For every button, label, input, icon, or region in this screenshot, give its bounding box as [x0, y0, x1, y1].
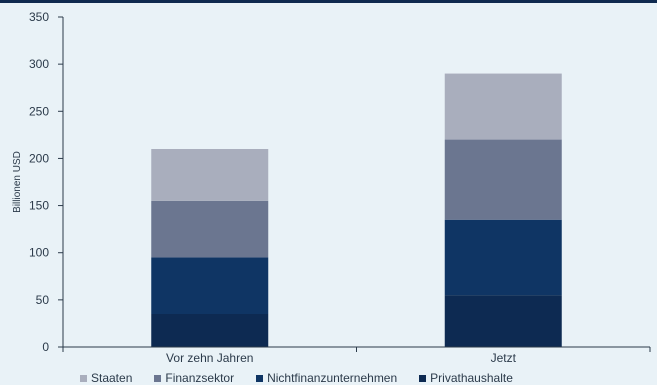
legend-swatch — [419, 374, 427, 382]
top-rule — [0, 0, 657, 3]
y-tick-label: 200 — [29, 151, 49, 165]
x-ticks: Vor zehn Jahren Jetzt — [62, 347, 651, 365]
y-ticks: 0 50 100 150 200 250 300 350 — [29, 10, 63, 354]
legend-label: Finanzsektor — [165, 371, 235, 385]
legend-swatch — [80, 374, 87, 382]
bar-segment-staaten — [151, 149, 269, 201]
legend-label: Nichtfinanzunternehmen — [267, 371, 398, 385]
y-tick-label: 350 — [29, 10, 49, 24]
legend-item: Finanzsektor — [154, 371, 234, 385]
bar-segment-finanzsektor — [444, 139, 562, 220]
legend-item: Privathaushalte — [419, 371, 513, 385]
bar-segment-staaten — [444, 73, 562, 140]
y-tick-label: 300 — [29, 57, 49, 71]
legend-item: Nichtfinanzunternehmen — [256, 371, 397, 385]
legend-swatch — [256, 374, 264, 382]
x-tick-label: Vor zehn Jahren — [166, 351, 253, 365]
y-tick-label: 50 — [36, 293, 50, 307]
stacked-bar-chart: 0 50 100 150 200 250 300 350 Vor zehn Jahren Jet… — [12, 10, 651, 365]
y-tick-label: 0 — [42, 340, 49, 354]
legend-label: Staaten — [91, 371, 133, 385]
y-tick-label: 250 — [29, 104, 49, 118]
bar-segment-nichtfinanzunternehmen — [151, 257, 269, 314]
y-tick-label: 100 — [29, 246, 49, 260]
y-axis-label: Billionen USD — [12, 151, 23, 213]
bar-segment-privathaushalte — [151, 314, 269, 347]
x-tick-label: Jetzt — [491, 351, 517, 365]
y-tick-label: 150 — [29, 199, 49, 213]
bar-segment-nichtfinanzunternehmen — [444, 219, 562, 296]
legend: Staaten Finanzsektor Nichtfinanzunternehme… — [80, 371, 513, 385]
bar-segment-privathaushalte — [444, 295, 562, 347]
legend-label: Privathaushalte — [430, 371, 513, 385]
bar-segment-finanzsektor — [151, 200, 269, 258]
bars-group — [151, 73, 562, 347]
legend-swatch — [154, 374, 162, 382]
legend-item: Staaten — [80, 371, 132, 385]
